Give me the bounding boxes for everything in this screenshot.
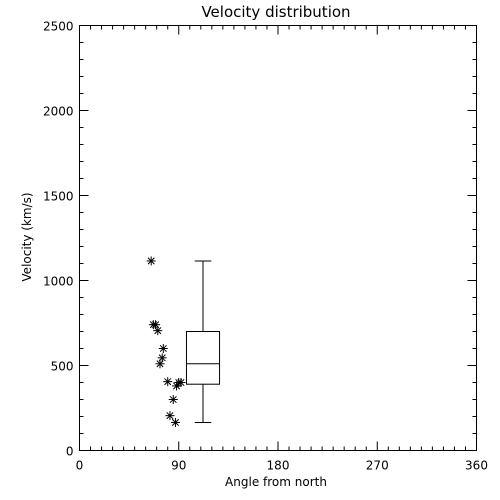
box-plot [185,260,221,423]
data-point [165,411,175,421]
data-point [172,381,182,391]
y-tick-label: 2500 [43,20,74,34]
y-tick-label: 1000 [43,275,74,289]
axis-ticks: 0 90 180 270 360 0 500 1000 1500 2000 2500 [43,20,488,473]
data-point [153,326,163,336]
x-tick-label: 180 [267,459,290,473]
x-tick-label: 0 [76,459,84,473]
data-point [155,359,165,369]
plot-frame [79,25,477,451]
data-point [158,344,168,353]
data-marks [146,256,221,427]
data-point [170,417,180,427]
x-tick-label: 90 [171,459,186,473]
data-point [163,377,173,387]
x-tick-label: 360 [465,459,488,473]
x-axis-label: Angle from north [225,475,327,489]
data-point [168,395,178,404]
data-point [157,353,167,363]
y-axis-label: Velocity (km/s) [20,192,34,281]
y-tick-label: 0 [66,445,74,459]
chart-title: Velocity distribution [201,3,350,21]
y-tick-label: 2000 [43,105,74,119]
box-iqr [185,331,221,385]
y-tick-label: 1500 [43,190,74,204]
x-tick-label: 270 [366,459,389,473]
data-point [146,256,156,266]
y-tick-label: 500 [51,360,74,374]
